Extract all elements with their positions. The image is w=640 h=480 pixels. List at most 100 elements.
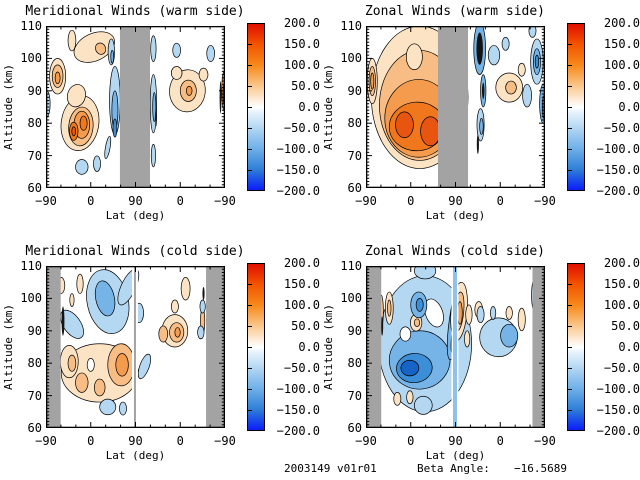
y-tick-label: 80	[347, 116, 362, 131]
colorbar-tick	[248, 149, 252, 150]
colorbar-tick	[248, 107, 252, 108]
colorbar-tick	[568, 86, 572, 87]
colorbar-tick	[568, 305, 572, 306]
footer-beta-label: Beta Angle:	[417, 462, 490, 475]
colorbar-tick	[248, 86, 252, 87]
y-tick-label: 80	[27, 356, 42, 371]
x-tick-label: 0	[176, 434, 184, 448]
x-tick-label: −90	[534, 194, 556, 208]
colorbar-tick	[248, 347, 252, 348]
x-axis-label: Lat (deg)	[105, 209, 166, 222]
colorbar-label: −50.0	[603, 121, 640, 135]
colorbar-tick	[248, 389, 252, 390]
panel-meridional-warm: Meridional Winds (warm side) Altitude (km…	[0, 0, 320, 240]
x-tick-label: 0	[496, 194, 504, 208]
colorbar-label: −100.0	[276, 382, 320, 396]
colorbar-label: 0.0	[618, 100, 640, 114]
y-tick-label: 60	[27, 181, 42, 195]
colorbar-label: 0.0	[298, 340, 320, 354]
y-tick-label: 80	[347, 356, 362, 371]
colorbar-label: −100.0	[276, 142, 320, 156]
colorbar-label: 50.0	[291, 319, 320, 333]
colorbar-tick	[248, 368, 252, 369]
panel-title: Meridional Winds (cold side)	[25, 244, 245, 259]
x-tick-label: 0	[407, 434, 415, 448]
x-tick-label: −90	[214, 434, 236, 448]
colorbar-label: 100.0	[603, 58, 640, 72]
colorbar	[247, 23, 265, 191]
y-tick-label: 100	[340, 291, 362, 306]
colorbar-tick	[568, 389, 572, 390]
colorbar-label: −50.0	[283, 121, 320, 135]
panel-title: Zonal Winds (warm side)	[364, 4, 545, 19]
footer-beta-value: −16.5689	[514, 462, 567, 475]
colorbar-label: 100.0	[603, 298, 640, 312]
colorbar-label: −150.0	[596, 403, 640, 417]
y-tick-label: 100	[340, 51, 362, 66]
x-tick-label: 90	[448, 194, 463, 208]
y-tick-label: 70	[27, 388, 42, 403]
colorbar-tick	[248, 284, 252, 285]
colorbar-label: 100.0	[283, 298, 320, 312]
colorbar-label: 200.0	[603, 256, 640, 270]
footer-date-version: 2003149 v01r01	[284, 462, 377, 475]
contour-plot-meridional-cold	[46, 266, 225, 428]
colorbar-tick	[248, 326, 252, 327]
colorbar-label: −150.0	[276, 163, 320, 177]
colorbar-tick	[568, 284, 572, 285]
colorbar-tick	[568, 170, 572, 171]
x-tick-label: −90	[355, 194, 377, 208]
colorbar-label: −200.0	[276, 184, 320, 198]
x-axis-label: Lat (deg)	[425, 449, 486, 462]
y-tick-label: 70	[27, 148, 42, 163]
panel-zonal-warm: Zonal Winds (warm side) Altitude (km) 110 1…	[320, 0, 640, 240]
x-tick-label: 0	[407, 194, 415, 208]
y-tick-label: 70	[347, 388, 362, 403]
contour-plot-meridional-warm	[46, 26, 225, 188]
colorbar-label: 150.0	[283, 277, 320, 291]
colorbar-label: 50.0	[611, 79, 640, 93]
y-tick-label: 90	[347, 323, 362, 338]
y-tick-label: 100	[20, 51, 42, 66]
colorbar-tick	[568, 44, 572, 45]
colorbar-label: 50.0	[611, 319, 640, 333]
colorbar-tick	[248, 65, 252, 66]
colorbar-tick	[248, 170, 252, 171]
colorbar-tick	[568, 149, 572, 150]
y-tick-label: 90	[27, 83, 42, 98]
y-tick-label: 70	[347, 148, 362, 163]
colorbar-tick	[568, 326, 572, 327]
colorbar-tick	[568, 410, 572, 411]
colorbar-tick	[248, 44, 252, 45]
x-tick-label: −90	[355, 434, 377, 448]
colorbar-tick	[568, 347, 572, 348]
colorbar-label: −150.0	[276, 403, 320, 417]
colorbar-label: 0.0	[618, 340, 640, 354]
y-tick-label: 60	[27, 421, 42, 435]
colorbar-tick	[568, 107, 572, 108]
y-tick-label: 60	[347, 421, 362, 435]
colorbar-label: 150.0	[603, 277, 640, 291]
colorbar	[567, 23, 585, 191]
colorbar	[247, 263, 265, 431]
x-tick-label: 90	[448, 434, 463, 448]
colorbar-label: 150.0	[603, 37, 640, 51]
colorbar-label: 50.0	[291, 79, 320, 93]
panel-meridional-cold: Meridional Winds (cold side) Altitude (km…	[0, 240, 320, 480]
x-tick-label: −90	[35, 434, 57, 448]
y-tick-label: 90	[347, 83, 362, 98]
y-tick-label: 110	[340, 19, 362, 33]
colorbar-label: −200.0	[596, 424, 640, 438]
colorbar-tick	[568, 128, 572, 129]
panel-title: Zonal Winds (cold side)	[364, 244, 545, 259]
x-tick-label: 90	[128, 194, 143, 208]
y-tick-label: 110	[340, 259, 362, 273]
colorbar-label: −50.0	[603, 361, 640, 375]
colorbar-label: 0.0	[298, 100, 320, 114]
x-tick-label: 0	[176, 194, 184, 208]
colorbar-label: 150.0	[283, 37, 320, 51]
colorbar-label: −200.0	[276, 424, 320, 438]
contour-plot-zonal-cold	[366, 266, 545, 428]
colorbar-label: −50.0	[283, 361, 320, 375]
